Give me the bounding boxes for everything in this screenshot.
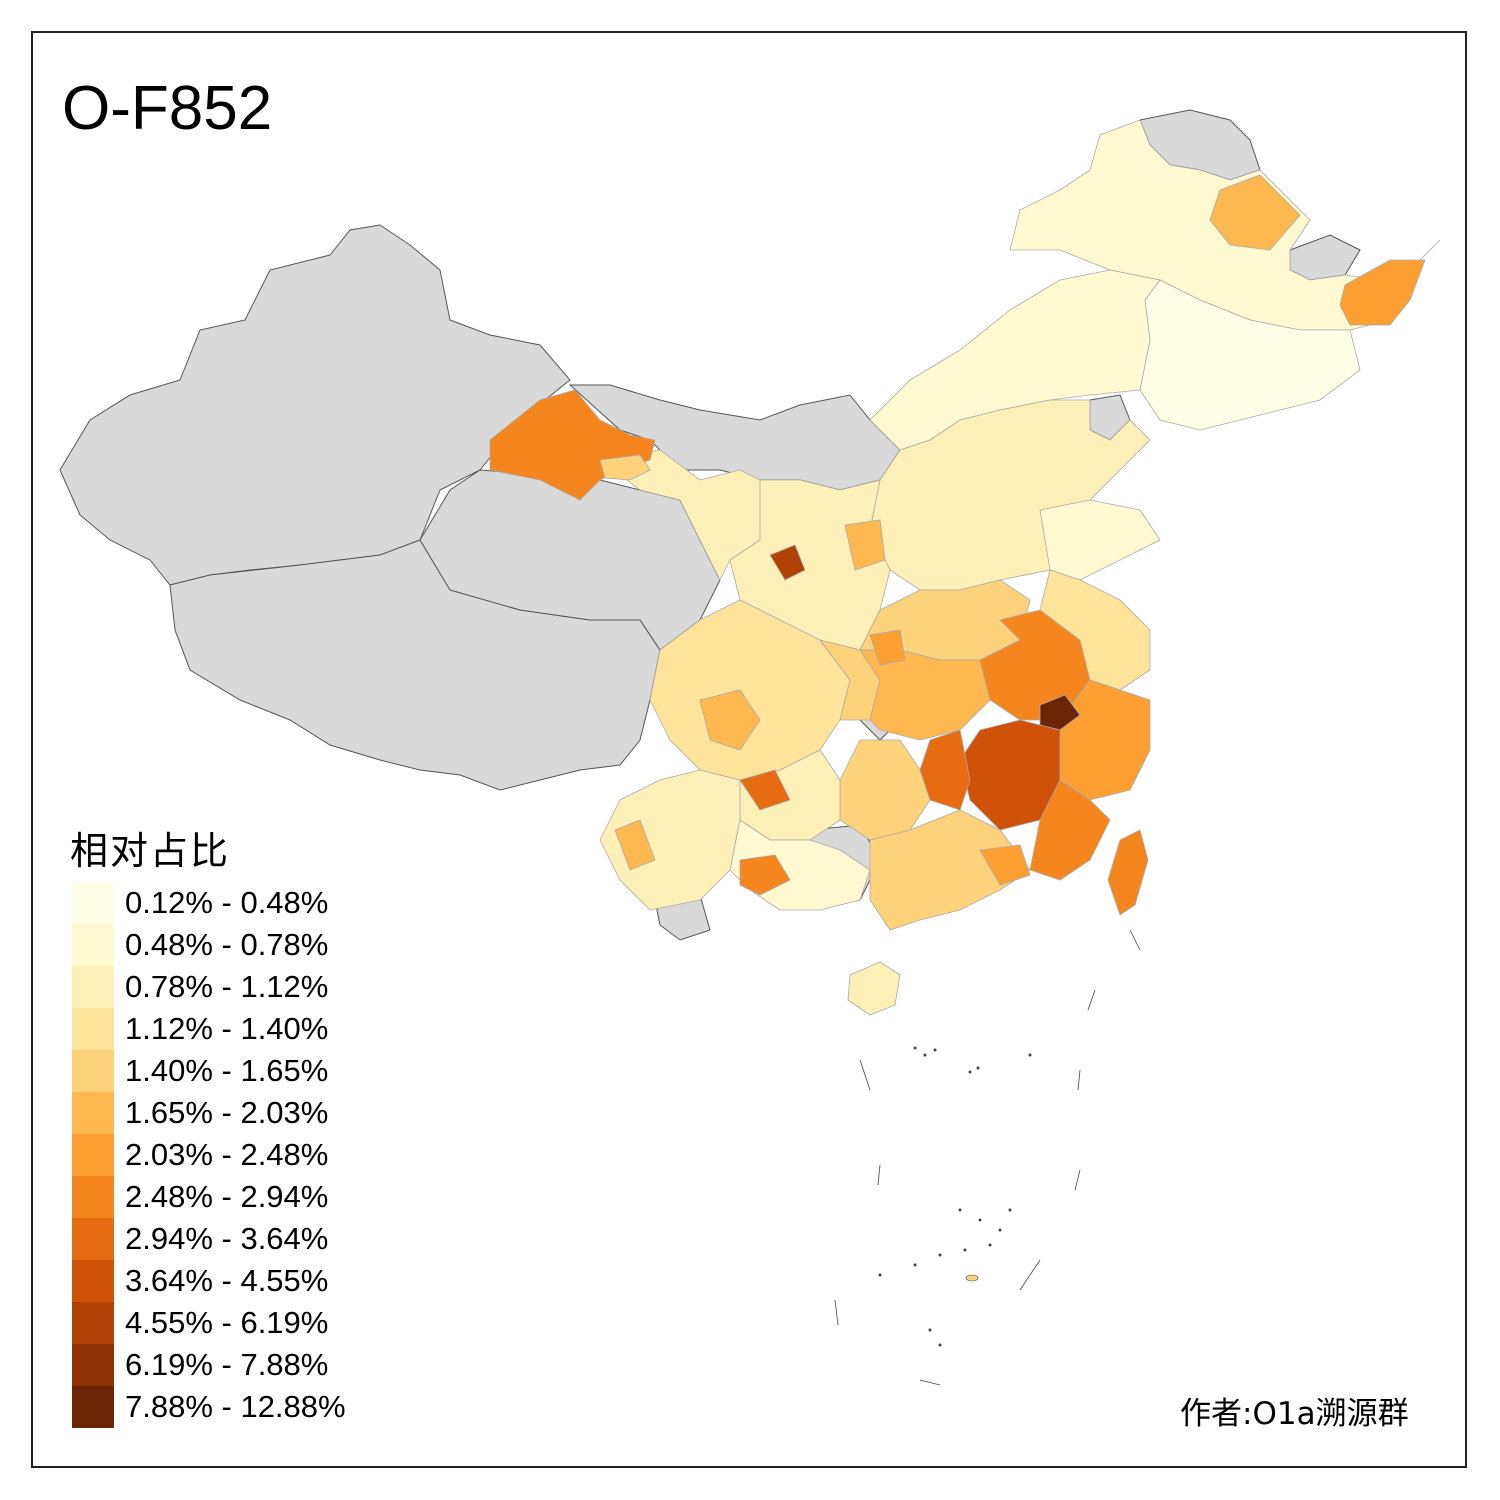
legend-swatch [72,1386,114,1428]
region-shaanxi-dark [769,544,806,581]
legend-label: 2.94% - 3.64% [125,1221,329,1256]
legend-swatch [72,1302,114,1344]
legend-item: 0.78% - 1.12% [72,966,392,1008]
legend-label: 3.64% - 4.55% [125,1263,329,1298]
legend-label: 1.40% - 1.65% [125,1053,329,1088]
legend-swatch [72,966,114,1008]
map-frame [31,31,1467,1468]
region-jiangsu [1039,569,1151,691]
author-credit: 作者:O1a溯源群 [1180,1396,1409,1432]
legend-item: 4.55% - 6.19% [72,1302,392,1344]
legend-item: 7.88% - 12.88% [72,1386,392,1428]
map-title: O-F852 [62,74,273,143]
legend-title: 相对占比 [70,829,231,873]
region-sichuan-orange [699,689,761,751]
legend-item: 1.12% - 1.40% [72,1008,392,1050]
region-sichuan [649,599,851,781]
region-northeast-grey-2 [1289,234,1361,281]
region-fujian [1029,779,1111,881]
legend-swatch [72,1008,114,1050]
region-guangdong-orange [979,844,1031,886]
legend-swatch [72,1134,114,1176]
region-heilongjiang-orange-2 [1339,259,1426,326]
region-jiangxi-hotspot [1039,694,1081,731]
region-guangxi-orange [739,854,791,896]
legend-label: 2.03% - 2.48% [125,1137,329,1172]
legend: 0.12% - 0.48% 0.48% - 0.78% 0.78% - 1.12% 1… [72,882,392,1428]
region-taiwan [1107,829,1149,916]
legend-swatch [72,1260,114,1302]
region-hunan [839,739,931,841]
legend-item: 0.48% - 0.78% [72,924,392,966]
region-xinjiang-pale [599,454,651,481]
legend-item: 1.40% - 1.65% [72,1050,392,1092]
legend-item: 2.48% - 2.94% [72,1176,392,1218]
data-regions [489,119,1441,1016]
legend-label: 0.12% - 0.48% [125,885,329,920]
legend-label: 1.12% - 1.40% [125,1011,329,1046]
region-guizhou-orange [739,769,791,811]
legend-item: 2.94% - 3.64% [72,1218,392,1260]
island-outlines [834,929,1141,1386]
legend-item: 0.12% - 0.48% [72,882,392,924]
legend-label: 0.78% - 1.12% [125,969,329,1004]
region-heilongjiang-orange [1209,174,1301,251]
region-hainan [847,961,901,1016]
legend-label: 1.65% - 2.03% [125,1095,329,1130]
legend-item: 2.03% - 2.48% [72,1134,392,1176]
legend-swatch [72,1050,114,1092]
legend-swatch [72,1092,114,1134]
island-dots [878,1046,1032,1347]
region-yunnan-orange [614,819,656,871]
legend-label: 7.88% - 12.88% [125,1389,346,1424]
legend-label: 2.48% - 2.94% [125,1179,329,1214]
legend-item: 3.64% - 4.55% [72,1260,392,1302]
legend-swatch [72,882,114,924]
legend-swatch [72,924,114,966]
legend-item: 6.19% - 7.88% [72,1344,392,1386]
legend-swatch [72,1218,114,1260]
legend-label: 6.19% - 7.88% [125,1347,329,1382]
legend-label: 0.48% - 0.78% [125,927,329,962]
region-shaanxi-orange [844,519,886,571]
region-shandong [1039,499,1161,581]
region-hubei-orange [869,629,906,666]
legend-item: 1.65% - 2.03% [72,1092,392,1134]
legend-swatch [72,1344,114,1386]
island-nansha-highlight [965,1274,979,1282]
legend-label: 4.55% - 6.19% [125,1305,329,1340]
region-guangdong [869,809,1031,931]
legend-swatch [72,1176,114,1218]
